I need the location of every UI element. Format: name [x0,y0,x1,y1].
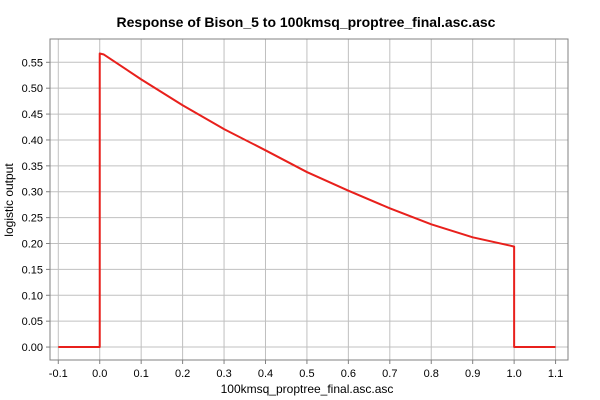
x-tick-label: 0.0 [92,368,107,380]
y-tick-label: 0.45 [22,109,43,121]
x-tick-label: 0.6 [341,368,356,380]
x-tick-label: 1.1 [548,368,563,380]
grid-lines [50,39,568,360]
y-tick-label: 0.15 [22,264,43,276]
y-tick-label: 0.35 [22,161,43,173]
y-tick-label: 0.20 [22,239,43,251]
y-tick-label: 0.40 [22,135,43,147]
response-curve [58,52,556,349]
y-axis-label: logistic output [2,163,16,237]
y-tick-label: 0.05 [22,316,43,328]
plot-area [49,38,569,361]
x-tick-label: 0.5 [299,368,314,380]
x-tick-label: -0.1 [49,368,68,380]
y-tick-label: 0.10 [22,290,43,302]
y-tick-label: 0.50 [22,83,43,95]
y-tick-label: 0.00 [22,342,43,354]
x-tick-label: 1.0 [506,368,521,380]
x-tick-label: 0.8 [424,368,439,380]
chart-title: Response of Bison_5 to 100kmsq_proptree_… [117,14,496,30]
x-tick-label: 0.9 [465,368,480,380]
series-lines [58,52,556,349]
y-tick-label: 0.30 [22,187,43,199]
y-tick-label: 0.55 [22,57,43,69]
x-tick-label: 0.2 [175,368,190,380]
x-tick-label: 0.3 [216,368,231,380]
x-tick-label: 0.7 [382,368,397,380]
x-tick-label: 0.1 [134,368,149,380]
axis-ticks: -0.1 0.0 0.1 0.2 0.3 0.4 0.5 0.6 0.7 0.8 0.9 1.0 1.1… [22,57,564,380]
y-tick-label: 0.25 [22,213,43,225]
x-axis-label: 100kmsq_proptree_final.asc.asc [221,382,394,396]
x-tick-label: 0.4 [258,368,273,380]
